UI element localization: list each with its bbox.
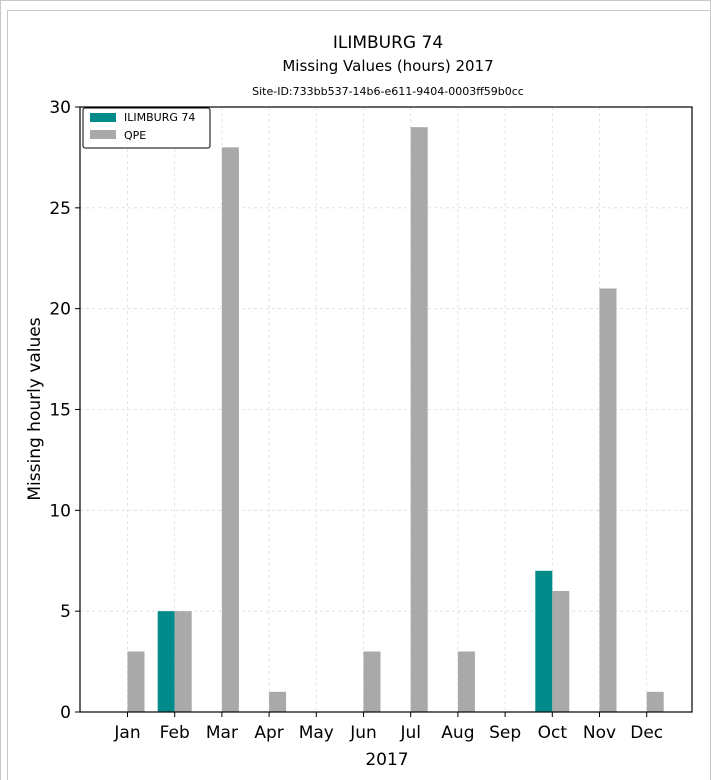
- y-tick-label: 20: [49, 300, 71, 320]
- legend-swatch-qpe: [90, 130, 116, 139]
- bar-qpe-oct: [552, 591, 570, 712]
- x-axis-label: 2017: [365, 750, 408, 770]
- x-tick-label: Nov: [583, 723, 616, 743]
- y-tick-label: 0: [60, 703, 71, 723]
- x-tick-label: Dec: [630, 723, 663, 743]
- x-tick-label: Aug: [441, 723, 474, 743]
- legend-swatch-ilimburg74: [90, 113, 116, 122]
- bar-qpe-feb: [174, 611, 192, 712]
- chart-site-id: Site-ID:733bb537-14b6-e611-9404-0003ff59…: [252, 85, 524, 98]
- chart-title: ILIMBURG 74: [333, 33, 443, 53]
- y-tick-label: 5: [60, 602, 71, 622]
- bar-qpe-mar: [221, 147, 239, 713]
- y-tick-label: 30: [49, 98, 71, 118]
- x-tick-label: Oct: [538, 723, 568, 743]
- legend-label-qpe: QPE: [124, 129, 146, 142]
- x-tick-label: Feb: [160, 723, 190, 743]
- x-tick-label: May: [299, 723, 334, 743]
- axis-ticks: 0 5 10 15 20 25 30 Jan Feb Mar Apr May Jun Jul Aug Sep O…: [49, 98, 663, 743]
- bar-qpe-jan: [127, 651, 145, 712]
- bar-qpe-jul: [410, 127, 428, 712]
- y-tick-label: 25: [49, 199, 71, 219]
- bars: [127, 127, 664, 713]
- figure-inner-border-top: [7, 10, 711, 11]
- y-axis-label: Missing hourly values: [25, 317, 45, 500]
- legend: ILIMBURG 74 QPE: [82, 107, 211, 149]
- y-tick-label: 15: [49, 401, 71, 421]
- y-tick-label: 10: [49, 501, 71, 521]
- bar-ilimburg74-feb: [157, 611, 175, 712]
- x-tick-label: Jun: [349, 723, 377, 743]
- bar-qpe-dec: [646, 691, 664, 712]
- bar-qpe-aug: [457, 651, 475, 712]
- x-tick-label: Jan: [113, 723, 140, 743]
- x-tick-label: Jul: [399, 723, 421, 743]
- figure-inner-border-left: [7, 10, 8, 780]
- chart-subtitle: Missing Values (hours) 2017: [282, 57, 493, 75]
- bar-qpe-nov: [599, 288, 617, 712]
- x-tick-label: Apr: [254, 723, 283, 743]
- x-tick-label: Sep: [489, 723, 521, 743]
- bar-qpe-apr: [269, 691, 287, 712]
- bar-ilimburg74-oct: [535, 570, 553, 712]
- legend-label-ilimburg74: ILIMBURG 74: [124, 111, 195, 124]
- x-tick-label: Mar: [206, 723, 238, 743]
- bar-qpe-jun: [363, 651, 381, 712]
